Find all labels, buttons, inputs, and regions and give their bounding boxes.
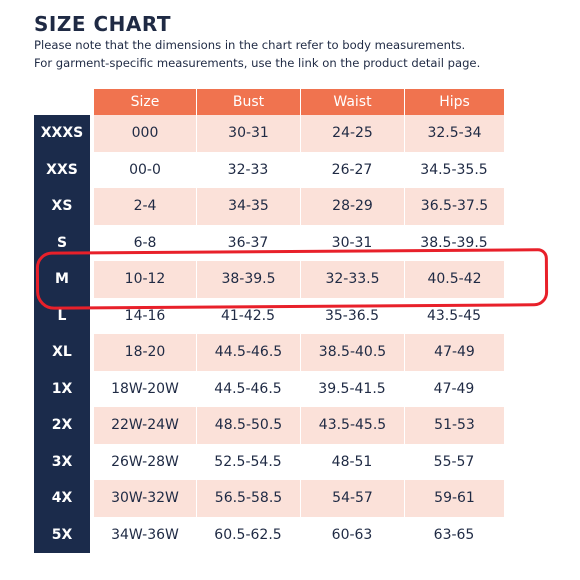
cell-bust: 56.5-58.5 (196, 480, 300, 517)
cell-waist: 28-29 (300, 188, 404, 225)
row-size-label: XXXS (34, 115, 90, 152)
cell-size: 000 (94, 115, 196, 152)
note-line-2: For garment-specific measurements, use t… (34, 56, 481, 70)
cell-size: 22W-24W (94, 407, 196, 444)
row-size-label: 5X (34, 516, 90, 553)
cell-bust: 32-33 (227, 161, 269, 178)
row-size-label: 2X (34, 407, 90, 444)
row-size-label: L (34, 297, 90, 334)
cell-waist: 39.5-41.5 (318, 380, 386, 397)
table-row: XXXS 000 30-31 24-25 32.5-34 (34, 115, 504, 152)
header-bust: Bust (196, 89, 300, 115)
cell-waist: 54-57 (300, 480, 404, 517)
cell-hips: 47-49 (433, 380, 475, 397)
cell-hips: 34.5-35.5 (420, 161, 488, 178)
table-row: 1X 18W-20W 44.5-46.5 39.5-41.5 47-49 (34, 370, 504, 407)
row-size-label: M (34, 261, 90, 298)
cell-size: 6-8 (133, 234, 157, 251)
row-size-label: XXS (34, 151, 90, 188)
cell-hips: 51-53 (404, 407, 504, 444)
row-size-label: XL (34, 334, 90, 371)
cell-hips: 40.5-42 (404, 261, 504, 298)
size-chart-table: Size Bust Waist Hips XXXS 000 30-31 24-2… (34, 89, 504, 553)
cell-bust: 48.5-50.5 (196, 407, 300, 444)
cell-bust: 52.5-54.5 (214, 453, 282, 470)
cell-waist: 26-27 (331, 161, 373, 178)
table-row: 2X 22W-24W 48.5-50.5 43.5-45.5 51-53 (34, 407, 504, 444)
cell-hips: 55-57 (433, 453, 475, 470)
cell-waist: 38.5-40.5 (300, 334, 404, 371)
cell-bust: 34-35 (196, 188, 300, 225)
cell-size: 2-4 (94, 188, 196, 225)
row-size-label: 3X (34, 443, 90, 480)
cell-size: 14-16 (124, 307, 166, 324)
table-header-row: Size Bust Waist Hips (34, 89, 504, 115)
table-row: XL 18-20 44.5-46.5 38.5-40.5 47-49 (34, 334, 504, 371)
table-row: S 6-8 36-37 30-31 38.5-39.5 (34, 224, 504, 261)
cell-waist: 35-36.5 (324, 307, 380, 324)
cell-bust: 41-42.5 (220, 307, 276, 324)
table-row: L 14-16 41-42.5 35-36.5 43.5-45 (34, 297, 504, 334)
cell-bust: 44.5-46.5 (214, 380, 282, 397)
cell-bust: 38-39.5 (196, 261, 300, 298)
cell-bust: 44.5-46.5 (196, 334, 300, 371)
cell-waist: 48-51 (331, 453, 373, 470)
header-size: Size (94, 89, 196, 115)
cell-size: 26W-28W (111, 453, 179, 470)
cell-waist: 43.5-45.5 (300, 407, 404, 444)
note-line-1: Please note that the dimensions in the c… (34, 38, 466, 52)
header-hips: Hips (404, 89, 504, 115)
table-row: 3X 26W-28W 52.5-54.5 48-51 55-57 (34, 443, 504, 480)
cell-hips: 63-65 (433, 526, 475, 543)
table-row: 5X 34W-36W 60.5-62.5 60-63 63-65 (34, 516, 504, 553)
cell-bust: 30-31 (196, 115, 300, 152)
cell-size: 34W-36W (111, 526, 179, 543)
page-title: SIZE CHART (34, 12, 172, 36)
cell-waist: 30-31 (331, 234, 373, 251)
cell-bust: 36-37 (227, 234, 269, 251)
table-row: 4X 30W-32W 56.5-58.5 54-57 59-61 (34, 480, 504, 517)
cell-waist: 24-25 (300, 115, 404, 152)
cell-bust: 60.5-62.5 (214, 526, 282, 543)
header-waist: Waist (300, 89, 404, 115)
cell-hips: 36.5-37.5 (404, 188, 504, 225)
cell-size: 30W-32W (94, 480, 196, 517)
cell-size: 18-20 (94, 334, 196, 371)
cell-hips: 32.5-34 (404, 115, 504, 152)
table-body: XXXS 000 30-31 24-25 32.5-34 XXS 00-0 32… (34, 115, 504, 553)
row-size-label: S (34, 224, 90, 261)
table-row: XXS 00-0 32-33 26-27 34.5-35.5 (34, 151, 504, 188)
row-size-label: 4X (34, 480, 90, 517)
cell-hips: 47-49 (404, 334, 504, 371)
table-row: XS 2-4 34-35 28-29 36.5-37.5 (34, 188, 504, 225)
cell-size: 00-0 (129, 161, 161, 178)
cell-hips: 38.5-39.5 (420, 234, 488, 251)
cell-hips: 59-61 (404, 480, 504, 517)
table-row: M 10-12 38-39.5 32-33.5 40.5-42 (34, 261, 504, 298)
row-size-label: XS (34, 188, 90, 225)
cell-hips: 43.5-45 (426, 307, 482, 324)
cell-waist: 60-63 (331, 526, 373, 543)
cell-size: 18W-20W (111, 380, 179, 397)
cell-waist: 32-33.5 (300, 261, 404, 298)
cell-size: 10-12 (94, 261, 196, 298)
row-size-label: 1X (34, 370, 90, 407)
